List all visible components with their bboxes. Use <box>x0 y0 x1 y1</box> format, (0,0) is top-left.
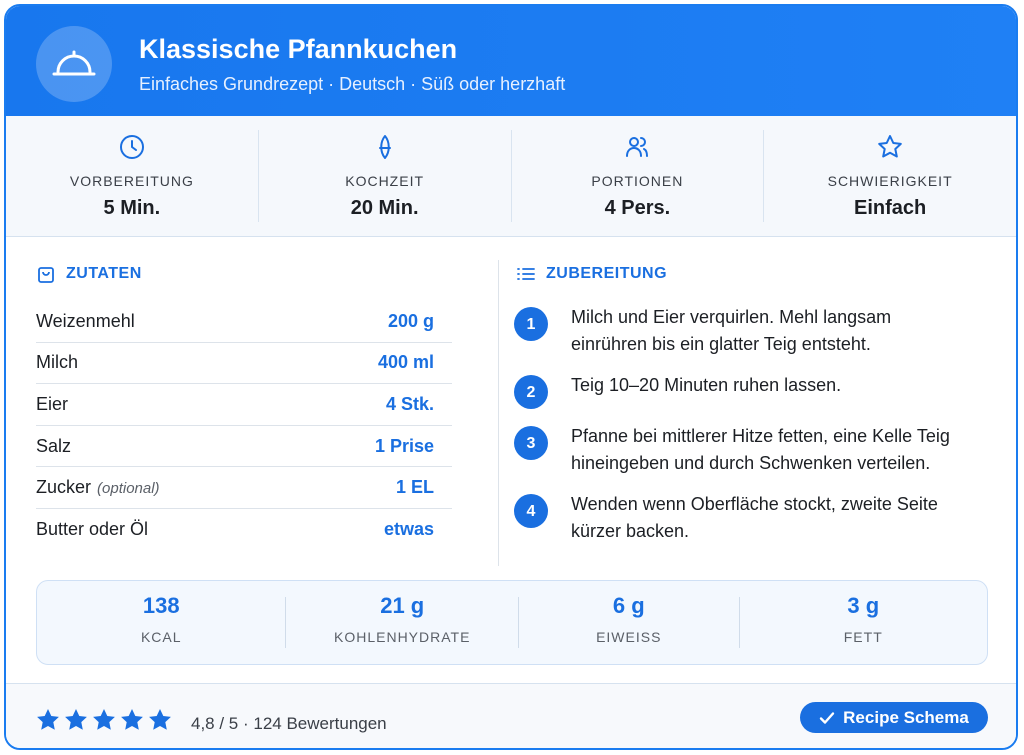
heading-text: ZUTATEN <box>66 265 142 282</box>
ingredient-name: Eier <box>36 393 69 414</box>
nutrient-label: KCAL <box>140 629 182 645</box>
schema-button[interactable]: Recipe Schema <box>800 702 988 733</box>
list-icon <box>517 268 535 280</box>
header: Klassische Pfannkuchen Einfaches Grundre… <box>6 6 1016 116</box>
stat-icon <box>878 135 902 158</box>
rating-text: 4,8 / 5 · 124 Bewertungen <box>191 714 387 733</box>
footer: 4,8 / 5 · 124 Bewertungen Recipe Schema <box>6 683 1016 748</box>
rating-stars <box>37 709 171 730</box>
ingredient-amount: 400 ml <box>377 352 434 373</box>
nutrient-value: 21 g <box>380 593 425 618</box>
ingredient-amount: 1 Prise <box>374 435 434 456</box>
ingredient-amount: etwas <box>383 519 434 540</box>
stat-value: 4 Pers. <box>604 197 671 219</box>
ingredient-row: Eier 4 Stk. <box>36 384 452 426</box>
stats: VORBEREITUNG 5 Min. KOCHZEIT 20 Min. PORTION… <box>6 116 1016 237</box>
stat-label: PORTIONEN <box>591 173 684 189</box>
ingredient: Weizenmehl <box>36 311 135 332</box>
ingredient-note: (optional) <box>97 480 160 498</box>
ingredient-name: Weizenmehl <box>36 310 135 331</box>
step-number: 4 <box>514 494 548 528</box>
check-icon <box>819 711 835 724</box>
step: 3 Pfanne bei mittlerer Hitze fetten, eine… <box>514 423 974 477</box>
stat: VORBEREITUNG 5 Min. <box>6 130 259 222</box>
nutrient-value: 138 <box>142 593 180 618</box>
ingredient-row: Butter oder Öl etwas <box>36 509 452 551</box>
stat: KOCHZEIT 20 Min. <box>259 130 512 222</box>
nutrient: 138 KCAL <box>37 593 287 648</box>
ingredient-name: Butter oder Öl <box>36 519 149 540</box>
stat: PORTIONEN 4 Pers. <box>512 130 765 222</box>
nutrient-value: 6 g <box>612 593 645 618</box>
nutrient: 6 g EIWEISS <box>519 593 740 648</box>
nutrient-label: KOHLENHYDRATE <box>334 629 471 645</box>
step: 4 Wenden wenn Oberfläche stockt, zweite S… <box>514 491 974 545</box>
subtitle: Einfaches Grundrezept · Deutsch · Süß od… <box>139 74 566 94</box>
ingredient-name: Salz <box>36 435 72 456</box>
ingredient: Butter oder Öl <box>36 519 148 540</box>
ingredient-row: Zucker (optional) 1 EL <box>36 467 452 509</box>
step-text: Pfanne bei mittlerer Hitze fetten, eine … <box>571 426 950 473</box>
nutrient: 21 g KOHLENHYDRATE <box>286 593 519 648</box>
step-text: Milch und Eier verquirlen. Mehl langsam … <box>571 307 892 354</box>
step-text: Teig 10–20 Minuten ruhen lassen. <box>571 375 842 395</box>
ingredient-amount: 200 g <box>387 310 434 331</box>
step-text: Wenden wenn Oberfläche stockt, zweite Se… <box>571 494 938 541</box>
ingredient-row: Milch 400 ml <box>36 343 452 385</box>
header-icon <box>36 26 112 102</box>
ingredient-name: Zucker <box>36 477 92 498</box>
step-number: 3 <box>514 426 548 460</box>
ingredient: Salz <box>36 436 71 457</box>
nutrition: 138 KCAL 21 g KOHLENHYDRATE 6 g EIWEISS 3 g FET… <box>36 580 988 665</box>
stat-value: 20 Min. <box>350 197 419 219</box>
stat-icon <box>378 135 391 159</box>
stat-icon <box>119 135 144 159</box>
ingredient-row: Weizenmehl 200 g <box>36 301 452 343</box>
step-list: 1 Milch und Eier verquirlen. Mehl langsam… <box>514 304 974 559</box>
step-number: 2 <box>514 375 548 409</box>
bag-icon <box>38 267 54 283</box>
stat-label: SCHWIERIGKEIT <box>827 173 953 189</box>
step-number: 1 <box>514 307 548 341</box>
stat-label: VORBEREITUNG <box>69 173 194 189</box>
nutrient-value: 3 g <box>847 593 880 618</box>
step: 2 Teig 10–20 Minuten ruhen lassen. <box>514 372 974 409</box>
stat: SCHWIERIGKEIT Einfach <box>764 130 1016 222</box>
ingredient: Milch <box>36 352 78 373</box>
recipe-card: Klassische Pfannkuchen Einfaches Grundre… <box>4 4 1018 750</box>
ingredient-name: Milch <box>36 352 79 373</box>
divider <box>498 260 499 566</box>
ingredient: Zucker (optional) <box>36 477 160 498</box>
ingredients-heading: ZUTATEN <box>36 264 142 284</box>
title: Klassische Pfannkuchen <box>139 34 458 64</box>
ingredient-list: Weizenmehl 200 g Milch 400 ml Eier 4 Stk. Salz… <box>36 301 452 551</box>
step: 1 Milch und Eier verquirlen. Mehl langsam… <box>514 304 974 358</box>
nutrient-label: EIWEISS <box>596 629 662 645</box>
heading-text: ZUBEREITUNG <box>546 265 668 282</box>
nutrient: 3 g FETT <box>740 593 987 648</box>
button-label: Recipe Schema <box>843 707 969 727</box>
stat-value: Einfach <box>854 197 927 219</box>
ingredient: Eier <box>36 394 68 415</box>
cloche-icon <box>52 50 96 76</box>
nutrient-label: FETT <box>843 629 883 645</box>
ingredient-row: Salz 1 Prise <box>36 426 452 468</box>
ingredient-amount: 4 Stk. <box>385 393 434 414</box>
stat-value: 5 Min. <box>103 197 161 219</box>
stat-label: KOCHZEIT <box>345 173 425 189</box>
ingredient-amount: 1 EL <box>395 477 434 498</box>
steps-heading: ZUBEREITUNG <box>516 264 667 284</box>
stat-icon <box>626 137 649 157</box>
